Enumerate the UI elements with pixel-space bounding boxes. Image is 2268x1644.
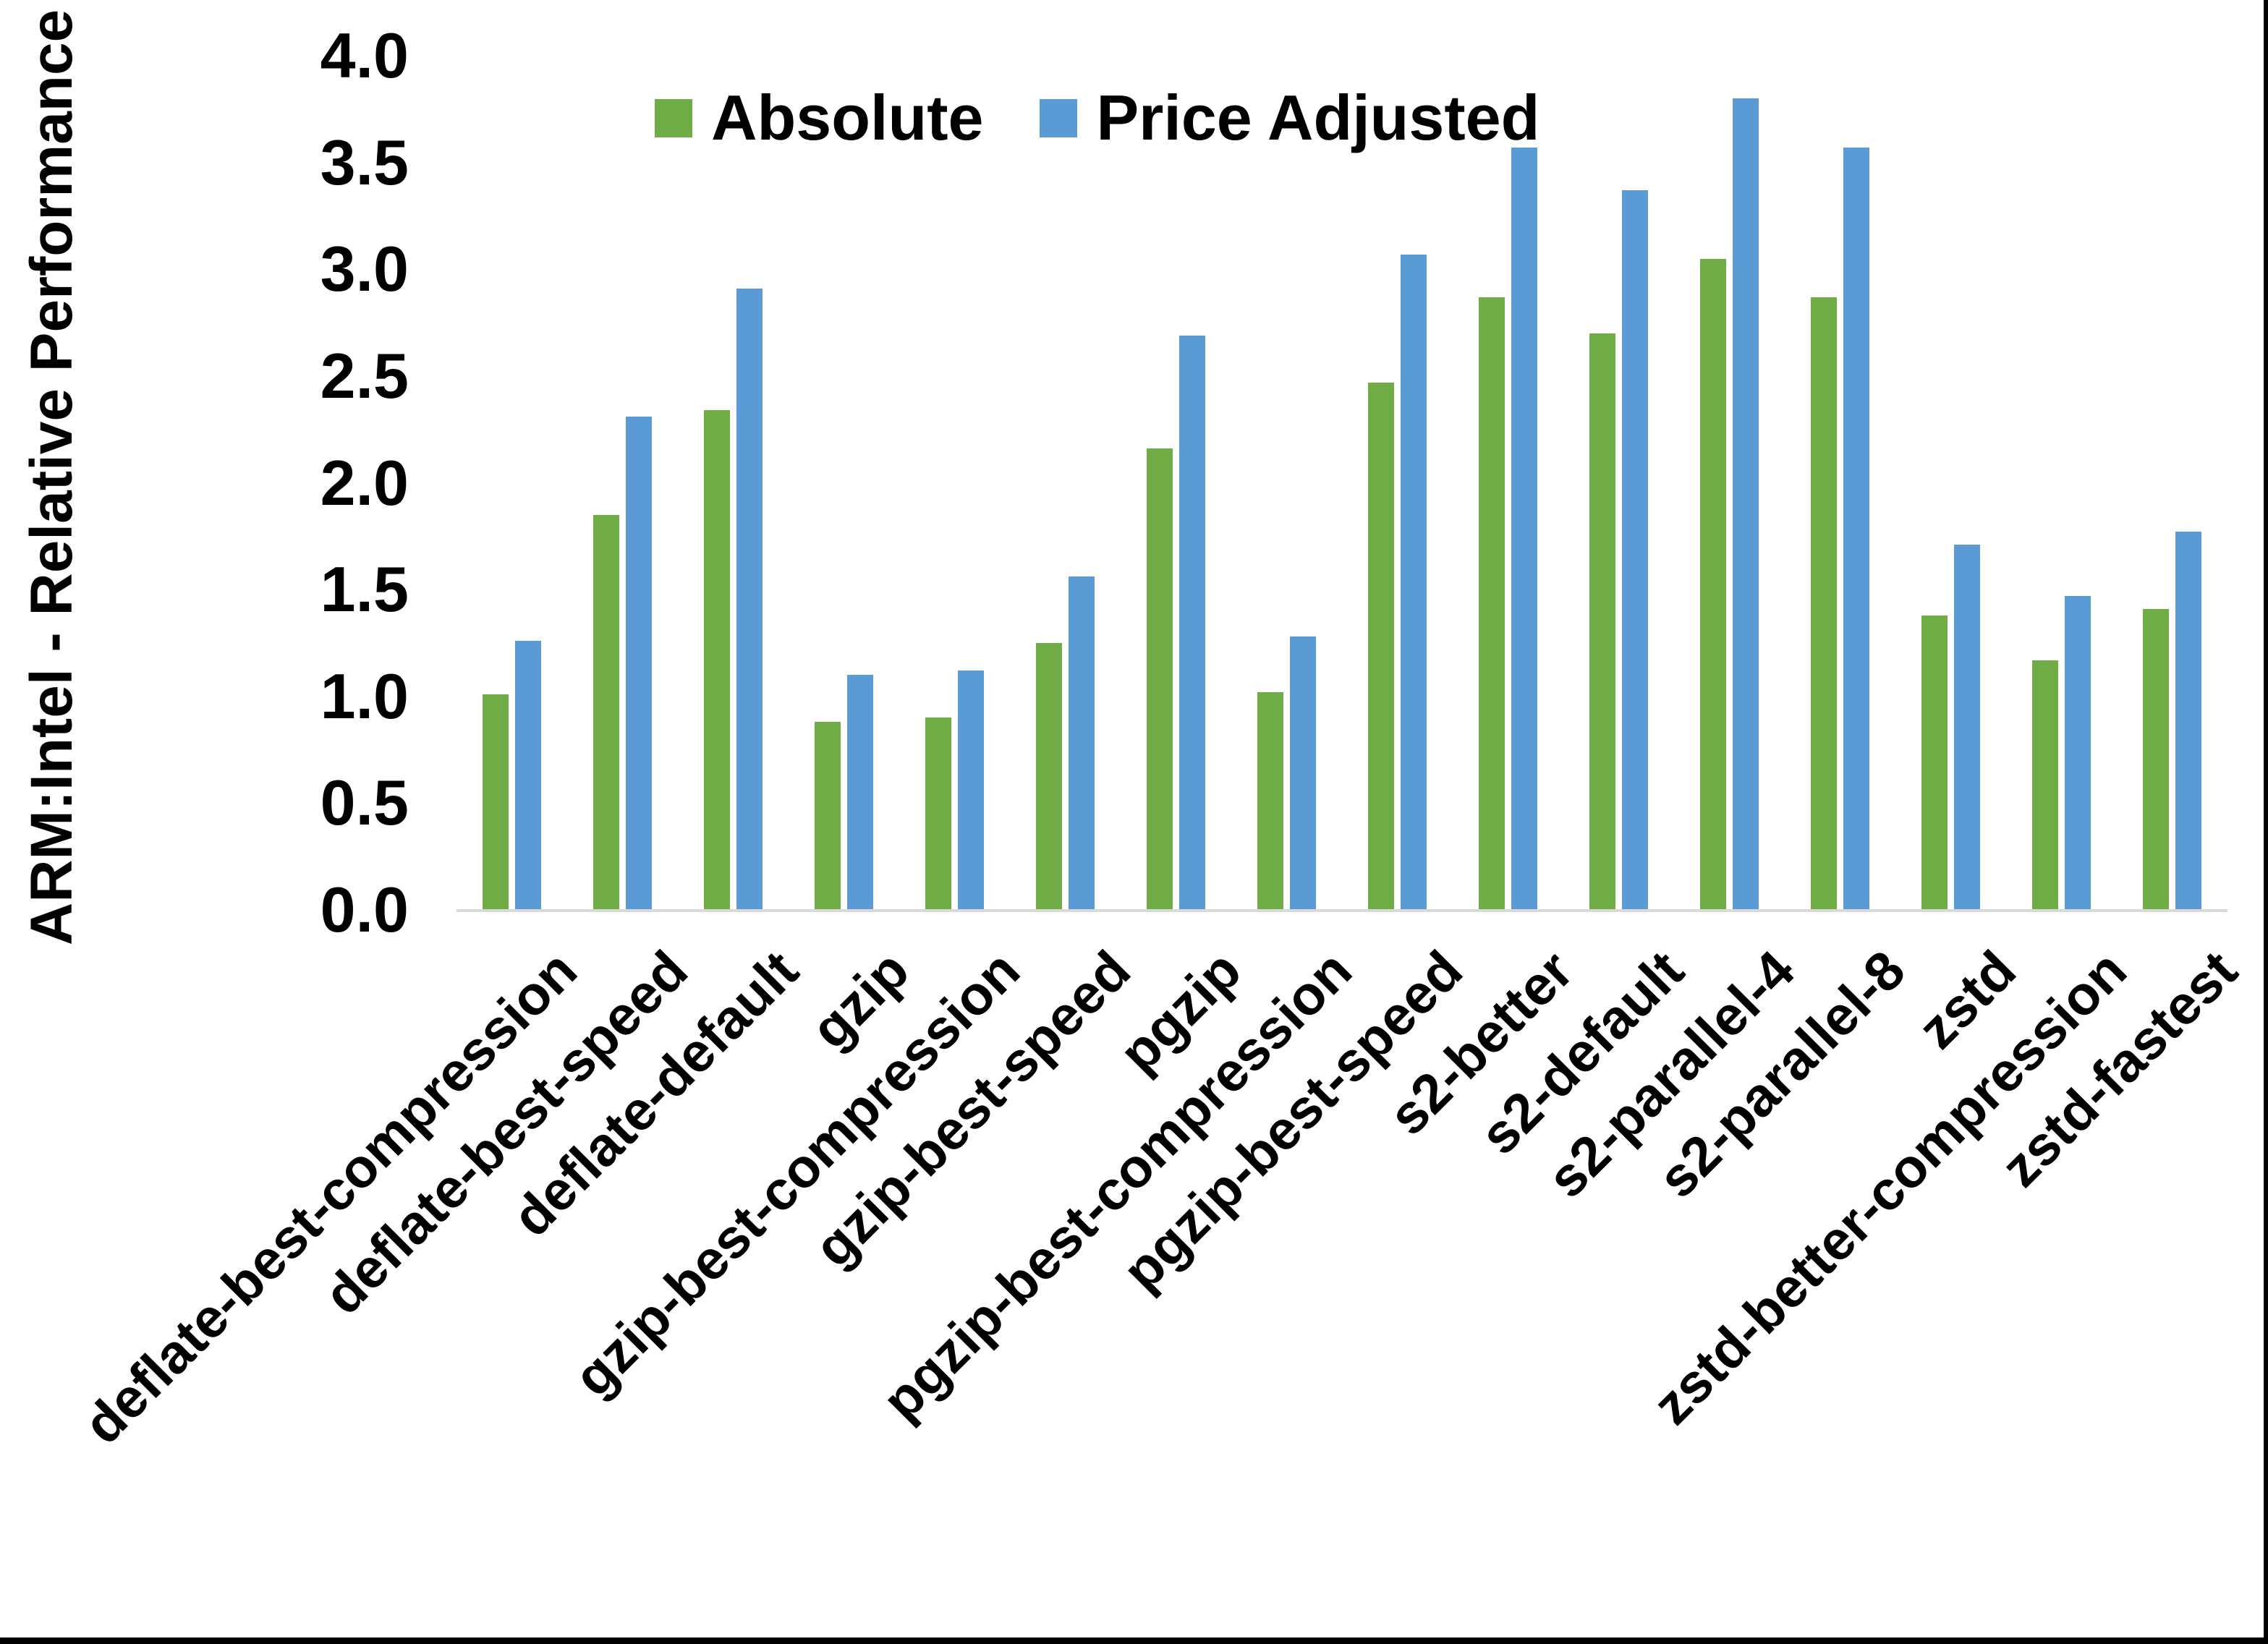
absolute-bar xyxy=(1811,297,1837,910)
legend-item-absolute: Absolute xyxy=(655,81,983,155)
price-adjusted-bar xyxy=(1069,576,1095,910)
price-adjusted-bar xyxy=(1954,545,1980,910)
price-adjusted-bar xyxy=(2175,532,2201,910)
bar-group xyxy=(456,56,567,910)
absolute-bar xyxy=(1036,642,1062,910)
bar-group xyxy=(1674,56,1785,910)
bar-group xyxy=(2117,56,2227,910)
absolute-bar xyxy=(704,410,730,910)
bar-group xyxy=(1563,56,1674,910)
bar-group xyxy=(1010,56,1121,910)
absolute-bar xyxy=(1921,615,1948,910)
bar-group xyxy=(1231,56,1342,910)
bars-container xyxy=(456,56,2227,910)
bar-group xyxy=(567,56,678,910)
legend: Absolute Price Adjusted xyxy=(655,81,1539,155)
absolute-bar xyxy=(2032,660,2058,910)
price-adjusted-bar xyxy=(626,416,652,910)
price-adjusted-bar xyxy=(736,288,763,910)
price-adjusted-bar xyxy=(515,641,541,910)
bar-group xyxy=(1453,56,1563,910)
legend-label-absolute: Absolute xyxy=(711,82,984,153)
y-tick-label: 3.0 xyxy=(320,233,409,305)
absolute-bar xyxy=(2143,608,2169,910)
y-tick-label: 1.0 xyxy=(320,660,409,732)
bar-group xyxy=(1895,56,2006,910)
price-adjusted-bar xyxy=(1622,190,1648,910)
price-adjusted-bar xyxy=(1511,147,1537,910)
absolute-bar xyxy=(1368,382,1394,910)
price-adjusted-bar xyxy=(847,675,873,910)
absolute-bar xyxy=(1589,333,1615,910)
y-tick-label: 0.0 xyxy=(320,874,409,945)
bar-group xyxy=(1342,56,1453,910)
absolute-bar xyxy=(483,694,509,910)
y-tick-label: 2.5 xyxy=(320,339,409,412)
absolute-bar xyxy=(1147,448,1173,910)
price-adjusted-bar xyxy=(1733,98,1759,910)
absolute-bar xyxy=(593,514,619,910)
absolute-bar xyxy=(815,722,841,910)
y-tick-label: 2.0 xyxy=(320,446,409,519)
plot-area xyxy=(456,56,2227,912)
x-axis-line xyxy=(456,909,2227,912)
absolute-series-swatch xyxy=(655,98,692,137)
bar-group xyxy=(1121,56,1231,910)
absolute-bar xyxy=(925,717,951,910)
price-adjusted-bar xyxy=(958,670,984,910)
price-adjusted-bar xyxy=(1843,147,1869,910)
y-tick-label: 1.5 xyxy=(320,553,409,626)
price-adjusted-bar xyxy=(1179,335,1205,910)
price-adjusted-bar xyxy=(1401,254,1427,910)
bar-group xyxy=(789,56,899,910)
y-tick-label: 3.5 xyxy=(320,126,409,198)
absolute-bar xyxy=(1257,691,1283,910)
absolute-bar xyxy=(1479,297,1505,910)
price-adjusted-series-swatch xyxy=(1040,98,1078,137)
price-adjusted-bar xyxy=(1290,636,1316,910)
absolute-bar xyxy=(1700,258,1726,910)
price-adjusted-bar xyxy=(2065,595,2091,910)
bar-group xyxy=(2006,56,2117,910)
y-tick-label: 4.0 xyxy=(320,20,409,91)
bar-group xyxy=(678,56,789,910)
bar-group xyxy=(899,56,1010,910)
bar-group xyxy=(1785,56,1895,910)
legend-label-price-adjusted: Price Adjusted xyxy=(1096,82,1540,153)
y-tick-label: 0.5 xyxy=(320,767,409,839)
legend-item-price-adjusted: Price Adjusted xyxy=(1040,81,1539,155)
